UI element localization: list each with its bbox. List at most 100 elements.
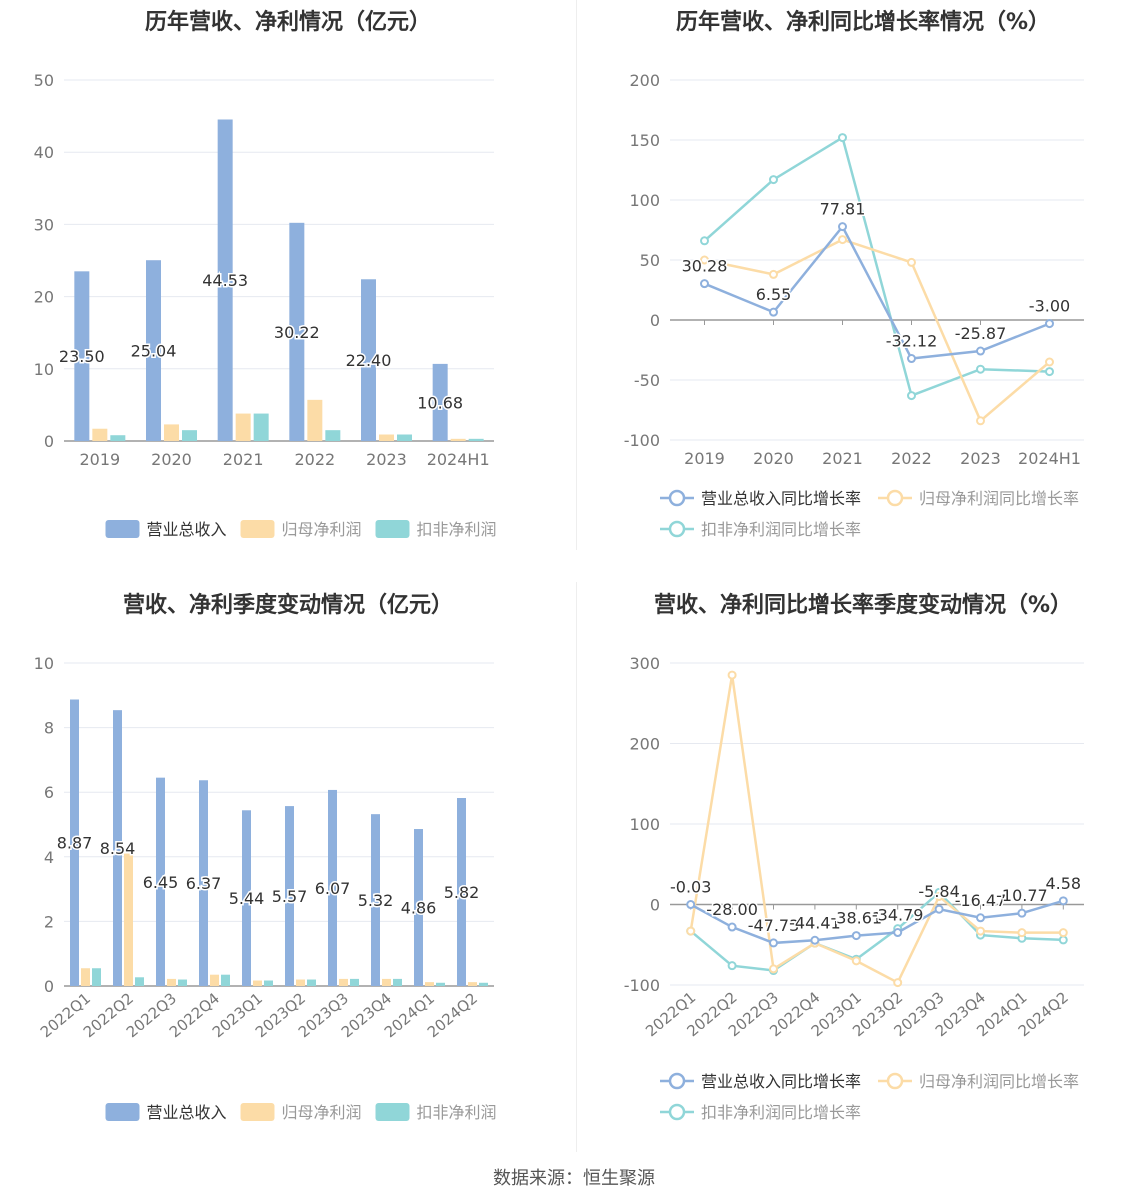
data-label: -16.47 [955,891,1007,910]
y-tick-label: 8 [44,719,54,738]
bar-net-profit [379,434,394,441]
data-label: 23.50 [59,347,105,366]
bar-revenue [285,806,294,986]
series-point [769,175,778,185]
x-tick-label: 2021 [822,449,863,468]
series-line-net-profit-growth [704,238,1051,423]
series-point [700,236,709,246]
bar-revenue [432,363,448,441]
series-point [976,416,985,426]
series-point [976,364,985,374]
bar-revenue [289,222,305,441]
data-label: 5.57 [272,887,308,906]
bar-revenue [70,699,79,986]
series-point [727,961,737,971]
bar-revenue [113,710,122,986]
data-label: 8.54 [100,839,136,858]
legend-label: 扣非净利润 [417,520,497,539]
series-point [727,922,737,932]
y-tick-label: 200 [629,71,660,90]
y-tick-label: 10 [34,360,54,379]
series-point [769,269,778,279]
series-point [1058,896,1068,906]
bar-deducted-profit [479,982,488,986]
data-label: 6.37 [186,874,222,893]
data-label: 22.40 [346,351,392,370]
series-line-net-profit-growth [689,674,1064,985]
series-line-deducted-profit-growth [703,135,1050,398]
x-tick-label: 2023 [366,450,407,469]
annual-values-plot: 0 10 20 30 40 50 2019 2020 2021 2022 2023 2024H1 23.… [34,71,497,539]
bar-revenue [328,789,337,986]
bar-net-profit [92,428,108,441]
data-label: 5.82 [444,883,480,902]
legend-label: 营业总收入同比增长率 [701,489,861,508]
data-label: 5.32 [358,891,394,910]
y-tick-label: 150 [629,131,660,150]
chart-title: 历年营收、净利情况（亿元） [144,10,431,35]
bar-revenue [371,814,380,986]
series-point [1017,908,1027,918]
bar-revenue [199,780,208,986]
x-tick-label: 2024H1 [427,450,490,469]
legend-swatch-marker [668,489,686,507]
legend-swatch [375,1103,410,1121]
data-label: 77.81 [820,200,866,219]
bar-deducted-profit [221,974,230,986]
data-label: -38.61 [831,909,883,928]
data-label: 8.87 [57,834,93,853]
data-label: 25.04 [131,342,177,361]
y-tick-label: 300 [629,654,660,673]
bar-deducted-profit [325,430,341,441]
y-tick-label: 30 [34,215,54,234]
bar-revenue [457,798,466,986]
annual-growth-plot: -100 -50 0 50 100 150 200 2019 2020 2021 2022 2023 2… [624,71,1084,539]
bar-deducted-profit [182,430,197,441]
series-point [686,926,696,936]
series-point [838,235,847,245]
bar-net-profit [124,853,133,986]
bar-net-profit [450,438,466,441]
legend-swatch [105,1103,140,1121]
x-tick-label: 2024H1 [1018,449,1081,468]
data-label: 5.44 [229,889,265,908]
bar-deducted-profit [253,413,269,441]
series-point [838,222,847,232]
chart-title: 营收、净利季度变动情况（亿元） [122,593,453,618]
series-point [769,964,778,974]
series-point [976,926,985,936]
data-label: 44.53 [202,271,248,290]
bar-deducted-profit [264,980,273,986]
data-source-note: 数据来源：恒生聚源 [493,1168,655,1189]
bar-net-profit [164,424,179,441]
bar-deducted-profit [397,434,412,441]
legend-swatch [240,1103,275,1121]
legend-label: 归母净利润 [282,1103,362,1122]
x-tick-label: 2019 [79,450,120,469]
series-point [769,938,778,948]
x-tick-label: 2020 [151,450,192,469]
y-tick-label: 40 [34,143,54,162]
y-tick-label: 6 [44,783,54,802]
y-tick-label: 10 [34,654,54,673]
legend-label: 营业总收入 [147,1103,227,1122]
series-point [1045,357,1054,367]
x-tick-label: 2021 [223,450,264,469]
data-label: 6.55 [756,285,792,304]
series-point [1017,928,1027,938]
y-tick-label: 0 [650,311,660,330]
legend-swatch-marker [668,1103,686,1121]
data-label: 6.07 [315,879,351,898]
series-point [907,257,916,267]
series-point [1045,367,1054,377]
bar-revenue [217,119,233,441]
data-label: -3.00 [1029,297,1070,316]
data-label: 30.28 [682,257,728,276]
series-point [686,900,696,910]
series-point [907,354,916,364]
bar-revenue [414,829,423,986]
chart-title: 营收、净利同比增长率季度变动情况（%） [653,593,1073,618]
bar-deducted-profit [110,435,126,441]
legend-label: 营业总收入同比增长率 [701,1072,861,1091]
annual-values-chart: 历年营收、净利情况（亿元） 0 10 20 30 40 50 2019 2020 2021 202… [0,0,576,560]
